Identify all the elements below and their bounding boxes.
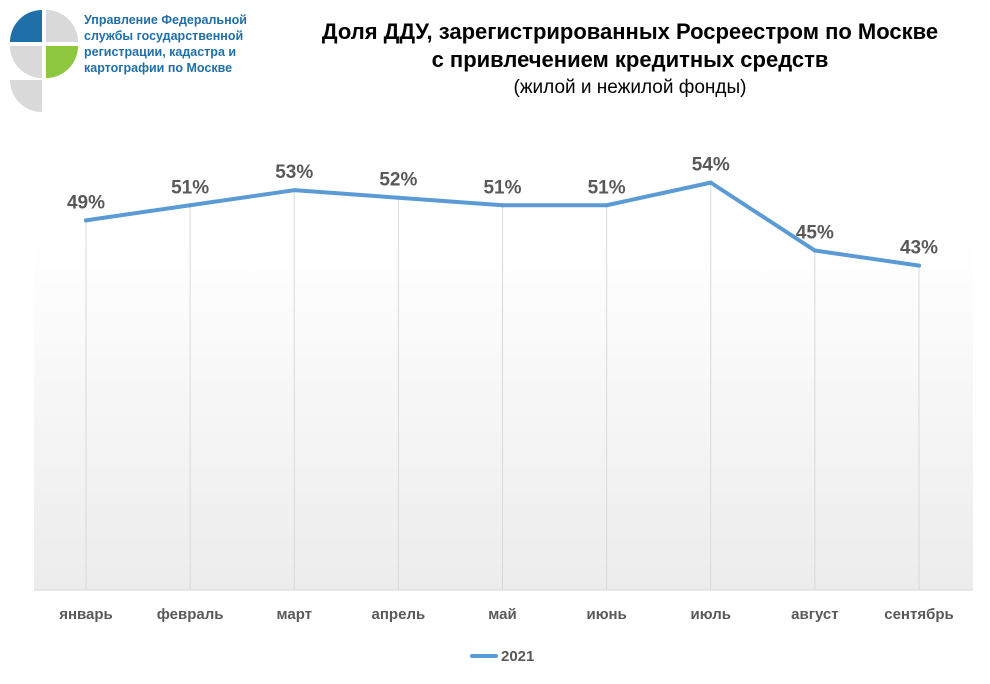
plot-area-background bbox=[34, 240, 973, 590]
data-label: 52% bbox=[379, 170, 417, 191]
data-label: 49% bbox=[67, 192, 105, 213]
x-tick-label: июль bbox=[691, 606, 731, 623]
x-tick-label: февраль bbox=[157, 606, 224, 623]
data-label: 51% bbox=[588, 177, 626, 198]
chart-legend: 2021 bbox=[470, 646, 534, 666]
legend-line-swatch bbox=[470, 654, 498, 658]
chart-title-line1: Доля ДДУ, зарегистрированных Росреестром… bbox=[321, 19, 939, 44]
x-tick-label: апрель bbox=[372, 606, 426, 623]
line-chart: 49% 51% 53% 52% 51% 51% 54% 45% 43% январь феврал… bbox=[34, 155, 973, 623]
data-label: 43% bbox=[900, 238, 938, 259]
data-point bbox=[708, 180, 713, 185]
x-tick-label: март bbox=[276, 606, 312, 623]
data-point bbox=[604, 203, 609, 208]
organization-name-line: картографии по Москве bbox=[84, 61, 233, 75]
data-point bbox=[917, 263, 921, 268]
logo-grey-quadrant-top bbox=[46, 10, 78, 42]
organization-name-line: Управление Федеральной bbox=[84, 13, 247, 27]
gridlines bbox=[85, 182, 920, 590]
data-label: 54% bbox=[692, 155, 730, 176]
data-label: 45% bbox=[796, 223, 834, 244]
data-point bbox=[188, 203, 193, 208]
chart-title-block: Доля ДДУ, зарегистрированных Росреестром… bbox=[290, 18, 970, 101]
x-tick-label: сентябрь bbox=[884, 606, 954, 623]
logo-blue-quadrant bbox=[10, 10, 42, 42]
data-point bbox=[812, 248, 817, 253]
rosreestr-logo-icon bbox=[10, 10, 78, 112]
logo-grey-quadrant-left bbox=[10, 46, 42, 78]
x-tick-label: август bbox=[791, 606, 838, 623]
organization-name: Управление Федеральной службы государств… bbox=[84, 12, 284, 76]
data-point bbox=[292, 188, 297, 193]
logo-green-quadrant bbox=[46, 46, 78, 78]
data-point bbox=[84, 218, 88, 223]
data-labels: 49% 51% 53% 52% 51% 51% 54% 45% 43% bbox=[67, 155, 938, 259]
organization-name-line: регистрации, кадастра и bbox=[84, 45, 237, 59]
data-point bbox=[396, 195, 401, 200]
x-tick-label: май bbox=[488, 606, 516, 623]
x-tick-label: июнь bbox=[586, 606, 626, 623]
data-label: 51% bbox=[483, 177, 521, 198]
data-label: 51% bbox=[171, 177, 209, 198]
chart-subtitle: (жилой и нежилой фонды) bbox=[513, 77, 747, 98]
data-point bbox=[500, 203, 505, 208]
organization-name-line: службы государственной bbox=[84, 29, 244, 43]
series-2021 bbox=[84, 180, 921, 268]
chart-title-line2: с привлечением кредитных средств bbox=[431, 47, 829, 72]
legend-label-2021: 2021 bbox=[501, 647, 535, 665]
logo-grey-lower bbox=[10, 80, 42, 112]
x-tick-label: январь bbox=[59, 606, 113, 623]
x-axis-tick-labels: январь февраль март апрель май июнь июль август… bbox=[59, 606, 954, 623]
data-label: 53% bbox=[275, 162, 313, 183]
